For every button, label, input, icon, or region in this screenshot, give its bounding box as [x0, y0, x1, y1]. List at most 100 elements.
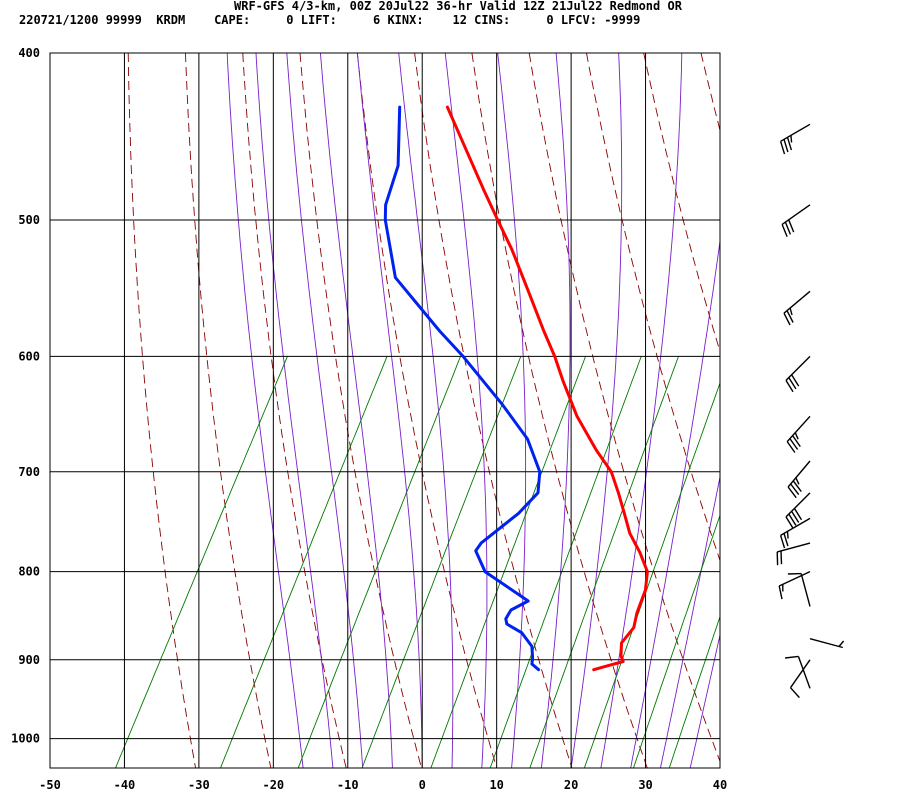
axis-tick-labels: 400 500 600 700 800 900 1000 -50 -40 -30 -20 -10 0 10…	[11, 46, 727, 792]
dewpoint-profile-line	[383, 105, 542, 672]
wind-barb-feather	[792, 480, 802, 493]
wind-barb	[786, 415, 811, 453]
moist-adiabat-line	[356, 53, 423, 768]
wind-barb-feather	[779, 141, 786, 155]
temperature-tick-label: -20	[262, 778, 284, 792]
mixing-ratio-line	[297, 356, 461, 768]
moist-adiabat-line	[689, 632, 720, 768]
wind-barb-feather	[785, 380, 794, 393]
dry-adiabat-line	[185, 53, 272, 768]
mixing-ratio-line	[668, 615, 720, 768]
moist-adiabat-line	[497, 53, 527, 768]
wind-barb-feather	[791, 374, 800, 387]
mixing-ratio-line	[632, 513, 720, 768]
moist-adiabat-line	[319, 53, 393, 768]
wind-barb-feather	[790, 135, 793, 143]
wind-barb-feather	[786, 531, 789, 539]
dry-adiabat-line	[356, 53, 498, 768]
dry-adiabat-line	[816, 53, 900, 768]
dry-adiabat-line	[528, 53, 720, 763]
wind-barb	[785, 492, 811, 529]
wind-barb-staff	[797, 656, 811, 689]
moist-adiabat-line	[398, 53, 454, 768]
moist-adiabat-line	[659, 474, 720, 768]
moist-adiabat-line	[750, 53, 900, 768]
temperature-tick-label: -10	[337, 778, 359, 792]
wind-barb-feather	[788, 219, 795, 233]
moist-adiabat-line	[444, 53, 488, 768]
pressure-tick-label: 500	[18, 213, 40, 227]
wind-barb-feather	[838, 640, 845, 647]
wind-barb-feather	[787, 486, 797, 499]
pressure-tick-label: 600	[18, 349, 40, 363]
mixing-ratio-line	[583, 381, 720, 768]
pressure-tick-label: 700	[18, 465, 40, 479]
wind-barb-staff	[778, 571, 811, 587]
wind-barb-feather	[795, 477, 800, 485]
wind-barb-feather	[785, 516, 794, 529]
pressure-tick-label: 900	[18, 653, 40, 667]
wind-barb	[785, 355, 811, 393]
wind-barb-staff	[785, 492, 811, 518]
wind-barb-feather	[789, 687, 800, 699]
temperature-tick-label: -40	[114, 778, 136, 792]
wind-barb-staff	[809, 638, 843, 649]
temperature-tick-label: -50	[39, 778, 61, 792]
temperature-tick-label: 10	[489, 778, 503, 792]
pressure-tick-label: 400	[18, 46, 40, 60]
wind-barb-staff	[781, 204, 811, 225]
wind-barb-staff	[780, 517, 811, 537]
moist-adiabat-line	[570, 53, 623, 768]
dry-adiabat-line	[758, 53, 900, 768]
temperature-tick-label: 0	[419, 778, 426, 792]
wind-barb-feather	[789, 307, 793, 316]
wind-barb-staff	[783, 290, 811, 314]
wind-barb-feather	[779, 535, 786, 549]
wind-barb-feather	[783, 533, 789, 547]
wind-barb	[779, 517, 811, 549]
wind-barb	[785, 655, 811, 689]
moist-adiabat-line	[719, 766, 720, 768]
wind-barb-staff	[786, 415, 811, 443]
moist-adiabat-line	[255, 53, 334, 768]
wind-barb	[778, 571, 811, 600]
wind-barb-feather	[792, 435, 801, 448]
grid-lines	[50, 53, 720, 768]
wind-barb-feather	[794, 432, 799, 440]
wind-barb-feather	[781, 224, 788, 237]
wind-barbs	[776, 123, 845, 699]
dry-adiabat-line	[586, 53, 720, 562]
sounding-profiles	[383, 105, 649, 672]
wind-barb-feather	[785, 655, 799, 659]
temperature-profile-line	[445, 105, 649, 672]
moist-adiabat-line	[600, 53, 683, 768]
wind-barb-feather	[790, 483, 800, 496]
plot-frame	[49, 52, 721, 769]
wind-barb-staff	[800, 573, 811, 607]
dry-adiabat-line	[242, 53, 347, 768]
moist-adiabat-line	[226, 53, 304, 768]
wind-barb-staff	[789, 659, 811, 689]
wind-barb	[781, 204, 811, 237]
mixing-ratio-line	[220, 356, 388, 768]
moist-adiabat-line	[630, 238, 720, 768]
moist-adiabat-line	[286, 53, 364, 768]
wind-barb	[787, 460, 811, 499]
wind-barb-feather	[784, 221, 792, 235]
wind-barb-feather	[778, 585, 783, 600]
temperature-tick-label: -30	[188, 778, 210, 792]
wind-barb-staff	[780, 123, 811, 142]
mixing-ratio-line	[430, 356, 586, 768]
mixing-ratio-line	[361, 356, 522, 768]
wind-barb-feather	[793, 508, 803, 521]
wind-barb-feather	[786, 310, 794, 323]
temperature-tick-label: 20	[564, 778, 578, 792]
wind-barb-feather	[786, 441, 796, 453]
pressure-tick-label: 1000	[11, 732, 40, 746]
dry-adiabat-line	[127, 53, 197, 768]
dry-adiabat-line	[414, 53, 573, 768]
dry-adiabat-line	[873, 53, 900, 768]
wind-barb-feather	[788, 513, 797, 526]
mixing-ratio-line	[529, 356, 679, 768]
